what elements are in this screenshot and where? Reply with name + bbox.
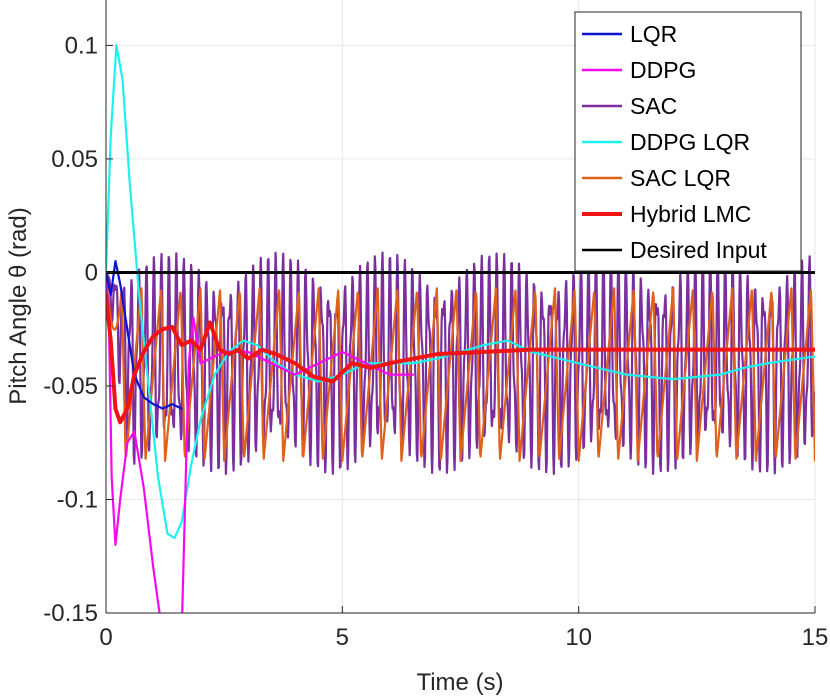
ticks-layer: 0 5 10 15 -0.15 -0.1 -0.05 0 0.05 0.1 bbox=[43, 32, 828, 651]
x-tick-label: 10 bbox=[565, 624, 592, 651]
legend-label: SAC LQR bbox=[630, 165, 731, 191]
series-line-sac bbox=[106, 250, 815, 476]
series-line-hybrid-lmc bbox=[106, 293, 815, 425]
y-tick-label: 0.05 bbox=[51, 146, 98, 173]
legend-label: Hybrid LMC bbox=[630, 201, 751, 227]
x-tick-label: 15 bbox=[802, 624, 829, 651]
x-tick-label: 0 bbox=[99, 624, 112, 651]
x-tick-label: 5 bbox=[336, 624, 349, 651]
y-tick-label: -0.1 bbox=[57, 486, 98, 513]
y-tick-label: -0.15 bbox=[43, 600, 98, 627]
axes-layer bbox=[105, 0, 815, 614]
legend-label: SAC bbox=[630, 93, 677, 119]
y-tick-label: 0 bbox=[85, 259, 98, 286]
x-axis-label: Time (s) bbox=[416, 669, 503, 696]
legend-label: LQR bbox=[630, 21, 677, 47]
legend-entries: LQR DDPG SAC DDPG LQR SAC LQR Hybrid LMC Desir… bbox=[582, 21, 767, 263]
series-line-ddpg bbox=[106, 271, 415, 613]
series-line-sac-lqr bbox=[106, 271, 815, 462]
legend: LQR DDPG SAC DDPG LQR SAC LQR Hybrid LMC Desir… bbox=[574, 11, 802, 272]
y-tick-label: -0.05 bbox=[43, 373, 98, 400]
legend-label: DDPG LQR bbox=[630, 129, 750, 155]
legend-label: DDPG bbox=[630, 57, 696, 83]
y-axis-label: Pitch Angle θ (rad) bbox=[5, 207, 32, 404]
y-tick-label: 0.1 bbox=[65, 32, 98, 59]
legend-label: Desired Input bbox=[630, 237, 767, 263]
series-layer bbox=[106, 44, 815, 613]
